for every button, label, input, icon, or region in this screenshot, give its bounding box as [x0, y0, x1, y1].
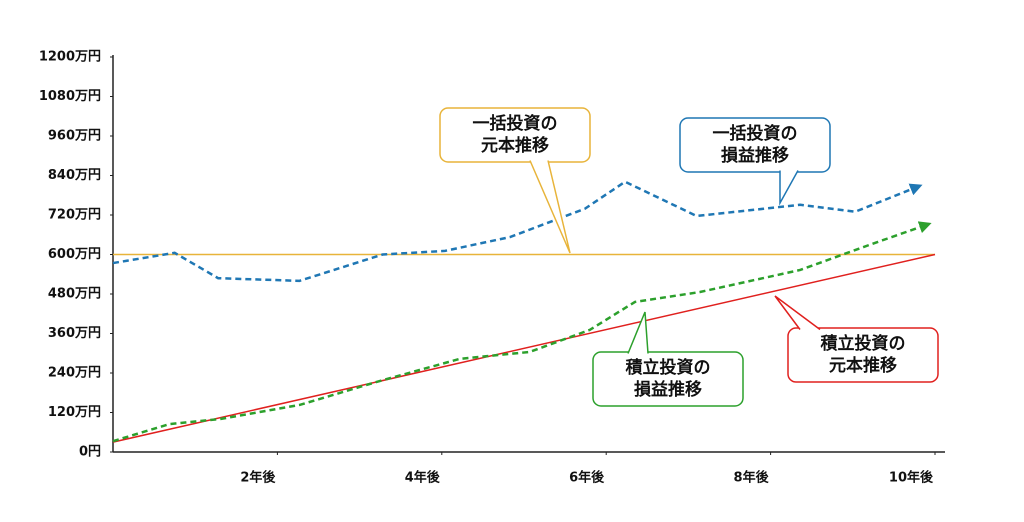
- y-tick-label: 0円: [79, 445, 101, 460]
- y-tick-label: 1080万円: [39, 89, 101, 104]
- callout-text: 元本推移: [481, 135, 549, 156]
- callout-box: [439, 107, 591, 163]
- callout-tail: [779, 170, 799, 206]
- y-tick-label: 120万円: [48, 405, 101, 420]
- callout-box: [787, 327, 939, 383]
- series-line: [112, 180, 923, 283]
- callout-text: 積立投資の: [821, 333, 906, 354]
- x-tick-label: 4年後: [405, 470, 441, 486]
- series-line: [112, 221, 932, 443]
- y-tick-label: 720万円: [48, 208, 101, 223]
- callout-text: 元本推移: [829, 355, 897, 376]
- x-tick-label: 2年後: [240, 470, 276, 486]
- callout-tail: [529, 160, 571, 254]
- y-tick-label: 600万円: [48, 247, 101, 262]
- y-tick-label: 960万円: [48, 129, 101, 144]
- callout-box: [592, 351, 744, 407]
- y-tick-label: 480万円: [48, 287, 101, 302]
- y-tick-label: 1200万円: [39, 50, 101, 65]
- x-tick-label: 8年後: [734, 470, 770, 486]
- callout-tail: [627, 311, 649, 354]
- callout-text: 損益推移: [721, 145, 789, 166]
- y-tick-label: 240万円: [48, 366, 101, 381]
- series-line: [112, 253, 936, 443]
- callout-box: [679, 117, 831, 173]
- callout-text: 積立投資の: [626, 357, 711, 378]
- x-tick-label: 6年後: [569, 470, 605, 486]
- callout-text: 損益推移: [634, 379, 702, 400]
- callout-tail: [774, 295, 821, 331]
- y-tick-label: 360万円: [48, 326, 101, 341]
- callout-text: 一括投資の: [473, 113, 558, 134]
- callout-text: 一括投資の: [713, 123, 798, 144]
- x-tick-label: 10年後: [889, 470, 934, 486]
- y-tick-label: 840万円: [48, 168, 101, 183]
